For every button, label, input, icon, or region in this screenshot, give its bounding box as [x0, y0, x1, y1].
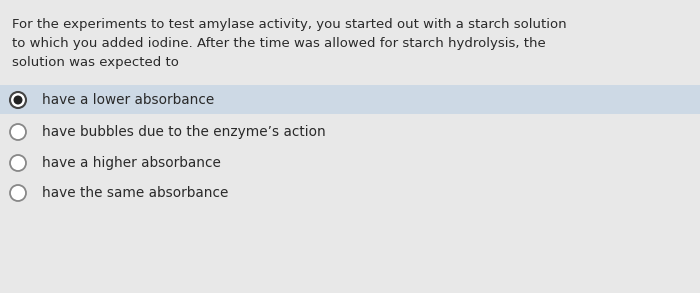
Text: solution was expected to: solution was expected to: [12, 56, 179, 69]
Circle shape: [10, 155, 26, 171]
Circle shape: [10, 185, 26, 201]
Circle shape: [10, 92, 26, 108]
Circle shape: [13, 96, 22, 105]
Text: have bubbles due to the enzyme’s action: have bubbles due to the enzyme’s action: [42, 125, 326, 139]
Text: have a higher absorbance: have a higher absorbance: [42, 156, 221, 170]
Text: For the experiments to test amylase activity, you started out with a starch solu: For the experiments to test amylase acti…: [12, 18, 566, 31]
Text: have the same absorbance: have the same absorbance: [42, 186, 228, 200]
Circle shape: [10, 124, 26, 140]
Text: have a lower absorbance: have a lower absorbance: [42, 93, 214, 107]
Text: to which you added iodine. After the time was allowed for starch hydrolysis, the: to which you added iodine. After the tim…: [12, 37, 546, 50]
Bar: [0, 85, 700, 114]
